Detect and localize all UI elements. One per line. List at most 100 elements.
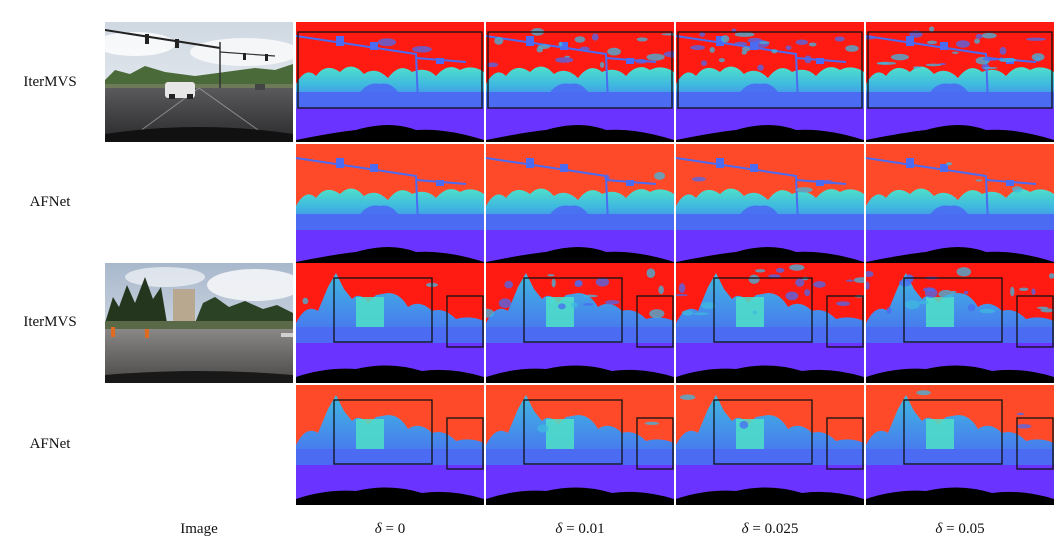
depth-map-afnet-scene1-delta-0 xyxy=(296,144,484,264)
noise-artifact xyxy=(709,47,715,53)
noise-artifact xyxy=(1026,37,1046,41)
highlight-box xyxy=(713,277,813,343)
depth-map-afnet-scene2-delta-0025 xyxy=(676,385,864,505)
signal-box xyxy=(560,42,568,50)
noise-artifact xyxy=(739,420,749,429)
noise-artifact xyxy=(591,33,599,41)
signal-box xyxy=(816,58,824,64)
noise-artifact xyxy=(1040,308,1054,313)
row-label-itermvs-2: IterMVS xyxy=(23,314,77,330)
highlight-box xyxy=(523,399,623,465)
noise-artifact xyxy=(955,40,970,48)
signal-box xyxy=(750,164,758,172)
building-region xyxy=(356,297,384,327)
noise-artifact xyxy=(718,58,725,63)
column-label-delta-001: δ = 0.01 xyxy=(486,520,674,538)
depth-map-itermvs-scene2-delta-0025 xyxy=(676,263,864,383)
tree-building-region xyxy=(296,395,484,465)
highlight-box xyxy=(713,399,813,465)
noise-artifact xyxy=(681,310,694,316)
depth-map-afnet-scene2-delta-001 xyxy=(486,385,674,505)
highlight-box xyxy=(677,31,863,109)
signal-box xyxy=(560,164,568,172)
noise-artifact xyxy=(679,394,696,400)
depth-map-itermvs-scene1-delta-0 xyxy=(296,22,484,142)
tree-building-region xyxy=(486,395,674,465)
depth-map-itermvs-scene1-delta-001 xyxy=(486,22,674,142)
road-mid-band xyxy=(676,449,864,465)
noise-artifact xyxy=(979,308,996,314)
delta-value: = 0.025 xyxy=(748,521,799,537)
noise-artifact xyxy=(796,187,813,193)
hood-region xyxy=(676,487,864,505)
highlight-box xyxy=(636,295,674,348)
noise-artifact xyxy=(412,46,432,53)
hood-region xyxy=(486,365,674,383)
hood-region xyxy=(486,247,674,264)
tree-building-region xyxy=(676,395,864,465)
delta-symbol: δ xyxy=(555,521,563,537)
car-blob xyxy=(542,83,596,108)
noise-artifact xyxy=(813,281,826,288)
noise-artifact xyxy=(820,179,833,185)
noise-artifact xyxy=(916,390,931,396)
highlight-box xyxy=(867,31,1053,109)
building-region xyxy=(546,297,574,327)
depth-map-afnet-scene1-delta-005 xyxy=(866,144,1054,264)
noise-artifact xyxy=(661,33,674,36)
hood-region xyxy=(486,487,674,505)
highlight-box xyxy=(826,417,864,470)
noise-artifact xyxy=(886,307,892,315)
highlight-box xyxy=(446,417,484,470)
noise-artifact xyxy=(604,174,610,182)
highlight-box xyxy=(446,295,484,348)
highlight-box xyxy=(333,277,433,343)
depth-map-afnet-scene1-delta-001 xyxy=(486,144,674,264)
noise-artifact xyxy=(836,301,851,306)
road-mid-band xyxy=(486,449,674,465)
highlight-box xyxy=(297,31,483,109)
noise-artifact xyxy=(759,41,770,44)
signal-box xyxy=(940,164,948,172)
noise-artifact xyxy=(599,61,605,68)
noise-artifact xyxy=(574,36,586,43)
noise-artifact xyxy=(768,274,781,279)
tree-building-region xyxy=(866,395,1054,465)
depth-map-itermvs-scene1-delta-005 xyxy=(866,22,1054,142)
building-region xyxy=(736,297,764,327)
hood-region xyxy=(296,487,484,505)
depth-map-afnet-scene2-delta-0 xyxy=(296,385,484,505)
noise-artifact xyxy=(789,264,805,271)
signal-box xyxy=(370,164,378,172)
hood-region xyxy=(296,365,484,383)
signal-box xyxy=(336,158,344,168)
tree-building-region xyxy=(676,273,864,343)
car-blob xyxy=(922,205,976,230)
hood-region xyxy=(296,125,484,142)
column-label-delta-005: δ = 0.05 xyxy=(866,520,1054,538)
noise-artifact xyxy=(853,277,864,283)
delta-value: = 0.01 xyxy=(562,521,605,537)
noise-artifact xyxy=(536,46,543,53)
noise-artifact xyxy=(646,268,656,279)
tree-building-region xyxy=(866,273,1054,343)
input-image-street xyxy=(105,263,293,383)
noise-artifact xyxy=(898,279,912,287)
noise-artifact xyxy=(693,312,709,315)
noise-artifact xyxy=(834,36,845,42)
hood-region xyxy=(486,125,674,142)
noise-artifact xyxy=(808,42,817,47)
delta-symbol: δ xyxy=(935,521,943,537)
noise-artifact xyxy=(785,291,799,301)
car-blob xyxy=(542,205,596,230)
noise-artifact xyxy=(877,62,889,65)
highlight-box xyxy=(903,399,1003,465)
car-blob xyxy=(732,205,786,230)
signal-box xyxy=(436,58,444,64)
car-blob xyxy=(922,83,976,108)
column-label-delta-0: δ = 0 xyxy=(296,520,484,538)
noise-artifact xyxy=(776,267,785,273)
noise-artifact xyxy=(951,51,959,54)
noise-artifact xyxy=(904,299,920,310)
signal-box xyxy=(526,158,534,168)
